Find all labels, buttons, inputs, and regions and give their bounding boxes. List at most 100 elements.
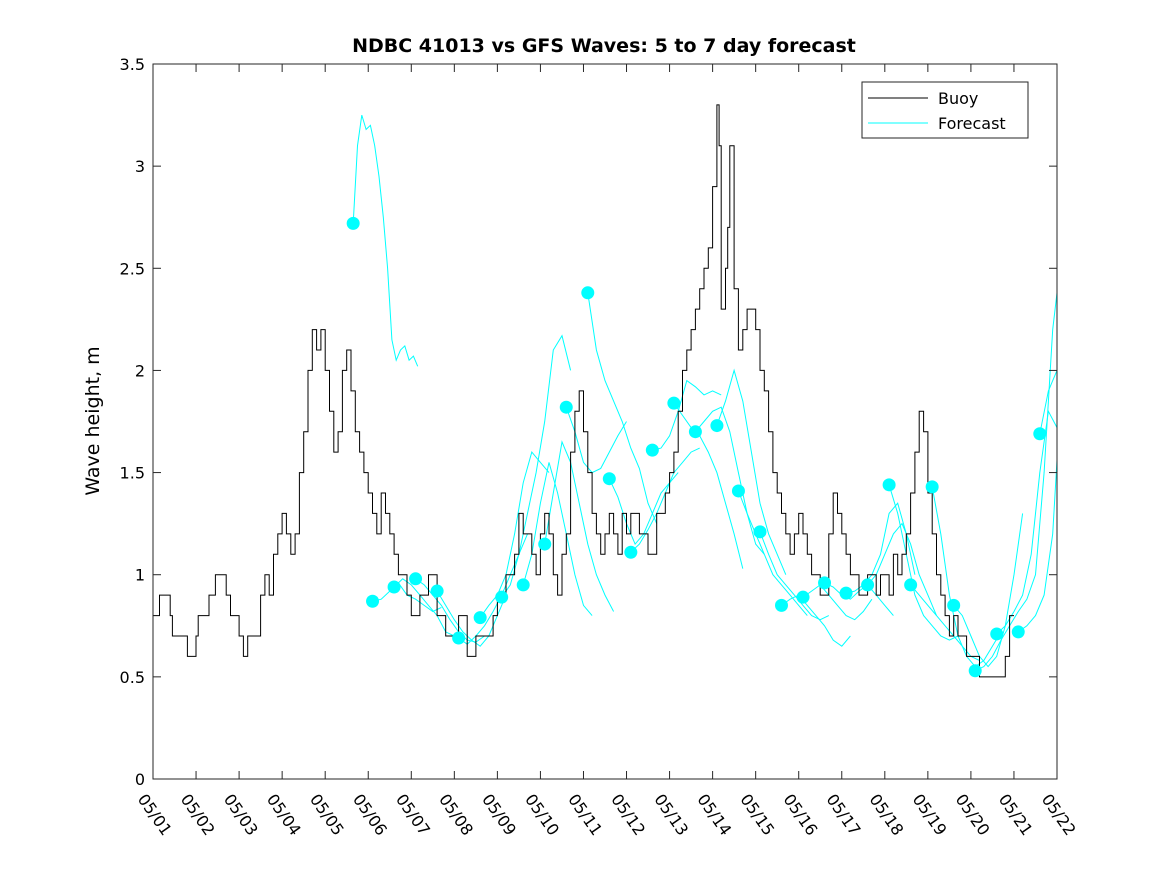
x-tick-label: 05/03 bbox=[220, 790, 262, 839]
forecast-line bbox=[587, 292, 658, 524]
buoy-line bbox=[153, 104, 1014, 678]
forecast-start-marker bbox=[904, 578, 918, 592]
forecast-line bbox=[910, 584, 980, 661]
y-tick-label: 2 bbox=[135, 361, 145, 380]
forecast-start-marker bbox=[452, 631, 466, 645]
forecast-line bbox=[522, 462, 593, 616]
forecast-line bbox=[565, 407, 627, 474]
forecast-start-marker bbox=[1011, 625, 1025, 639]
x-tick-label: 05/04 bbox=[263, 790, 305, 839]
x-tick-label: 05/08 bbox=[435, 790, 477, 839]
forecast-start-marker bbox=[710, 419, 724, 433]
forecast-start-marker bbox=[495, 590, 509, 604]
forecast-start-marker bbox=[387, 580, 401, 594]
y-tick-label: 0.5 bbox=[120, 668, 145, 687]
forecast-line bbox=[974, 292, 1057, 672]
x-tick-label: 05/02 bbox=[177, 790, 219, 839]
forecast-line bbox=[867, 522, 937, 616]
x-tick-label: 05/06 bbox=[349, 790, 391, 839]
x-tick-label: 05/10 bbox=[521, 790, 563, 839]
forecast-start-marker bbox=[882, 478, 896, 492]
forecast-line bbox=[544, 440, 615, 612]
forecast-line bbox=[845, 502, 916, 594]
x-tick-label: 05/01 bbox=[134, 790, 176, 839]
forecast-line bbox=[393, 578, 463, 637]
forecast-start-marker bbox=[430, 584, 444, 598]
forecast-start-marker bbox=[346, 216, 360, 230]
x-tick-label: 05/22 bbox=[1038, 790, 1080, 839]
x-tick-label: 05/21 bbox=[995, 790, 1037, 839]
x-axis-ticks: 05/01 05/02 05/03 05/04 05/05 05/06 05/07 05/08… bbox=[134, 64, 1080, 839]
y-axis-ticks: 0 0.5 1 1.5 2 2.5 3 3.5 bbox=[120, 55, 1057, 789]
forecast-start-marker bbox=[796, 590, 810, 604]
forecast-start-marker bbox=[581, 286, 595, 300]
forecast-start-marker bbox=[688, 425, 702, 439]
x-tick-label: 05/16 bbox=[779, 790, 821, 839]
x-tick-label: 05/14 bbox=[693, 790, 735, 839]
forecast-start-marker bbox=[839, 586, 853, 600]
forecast-start-marker bbox=[559, 400, 573, 414]
y-tick-label: 0 bbox=[135, 770, 145, 789]
forecast-line bbox=[479, 451, 550, 618]
forecast-line bbox=[996, 409, 1057, 635]
plot-area-frame bbox=[152, 63, 1058, 780]
y-tick-label: 1 bbox=[135, 566, 145, 585]
forecast-line bbox=[737, 490, 808, 616]
forecast-line bbox=[1039, 370, 1057, 434]
forecast-start-marker bbox=[990, 627, 1004, 641]
x-tick-label: 05/13 bbox=[650, 790, 692, 839]
forecast-series-layer bbox=[352, 114, 1057, 672]
forecast-line bbox=[673, 402, 744, 569]
forecast-line bbox=[802, 584, 873, 621]
x-tick-label: 05/18 bbox=[866, 790, 908, 839]
chart-title: NDBC 41013 vs GFS Waves: 5 to 7 day fore… bbox=[352, 35, 856, 57]
x-tick-label: 05/17 bbox=[822, 790, 864, 839]
legend: Buoy Forecast bbox=[861, 81, 1029, 139]
forecast-line bbox=[1018, 460, 1057, 633]
forecast-start-marker bbox=[667, 396, 681, 410]
forecast-start-marker bbox=[645, 443, 659, 457]
forecast-line bbox=[781, 594, 851, 647]
forecast-start-marker bbox=[925, 480, 939, 494]
forecast-start-marker bbox=[516, 578, 530, 592]
forecast-start-marker bbox=[753, 525, 767, 539]
forecast-line bbox=[716, 368, 787, 575]
forecast-start-marker bbox=[774, 598, 788, 612]
forecast-start-marker bbox=[1033, 427, 1047, 441]
legend-buoy-label: Buoy bbox=[938, 89, 978, 108]
x-tick-label: 05/11 bbox=[564, 790, 606, 839]
forecast-start-marker bbox=[947, 598, 961, 612]
x-tick-label: 05/09 bbox=[478, 790, 520, 839]
forecast-start-marker bbox=[861, 578, 875, 592]
y-tick-label: 3 bbox=[135, 157, 145, 176]
buoy-series-layer bbox=[153, 104, 1014, 678]
forecast-start-marker bbox=[624, 545, 638, 559]
forecast-start-marker bbox=[409, 572, 423, 586]
forecast-line bbox=[458, 533, 528, 645]
x-tick-label: 05/19 bbox=[909, 790, 951, 839]
forecast-start-marker bbox=[366, 594, 380, 608]
x-tick-label: 05/15 bbox=[736, 790, 778, 839]
forecast-line bbox=[888, 484, 959, 641]
forecast-line bbox=[695, 406, 765, 555]
forecast-start-marker bbox=[473, 611, 487, 625]
x-tick-label: 05/07 bbox=[392, 790, 434, 839]
forecast-line bbox=[759, 531, 830, 621]
forecast-line bbox=[652, 379, 722, 451]
y-tick-label: 1.5 bbox=[120, 464, 145, 483]
forecast-start-marker bbox=[968, 664, 982, 678]
forecast-line bbox=[608, 472, 679, 546]
legend-forecast-label: Forecast bbox=[938, 114, 1006, 133]
y-axis-label: Wave height, m bbox=[82, 346, 104, 495]
forecast-start-marker bbox=[731, 484, 745, 498]
x-tick-label: 05/20 bbox=[952, 790, 994, 839]
forecast-start-marker bbox=[818, 576, 832, 590]
forecast-line bbox=[352, 114, 419, 367]
forecast-start-marker bbox=[602, 472, 616, 486]
legend-box bbox=[861, 81, 1029, 139]
y-tick-label: 2.5 bbox=[120, 259, 145, 278]
y-tick-label: 3.5 bbox=[120, 55, 145, 74]
forecast-start-marker bbox=[538, 537, 552, 551]
x-tick-label: 05/12 bbox=[607, 790, 649, 839]
